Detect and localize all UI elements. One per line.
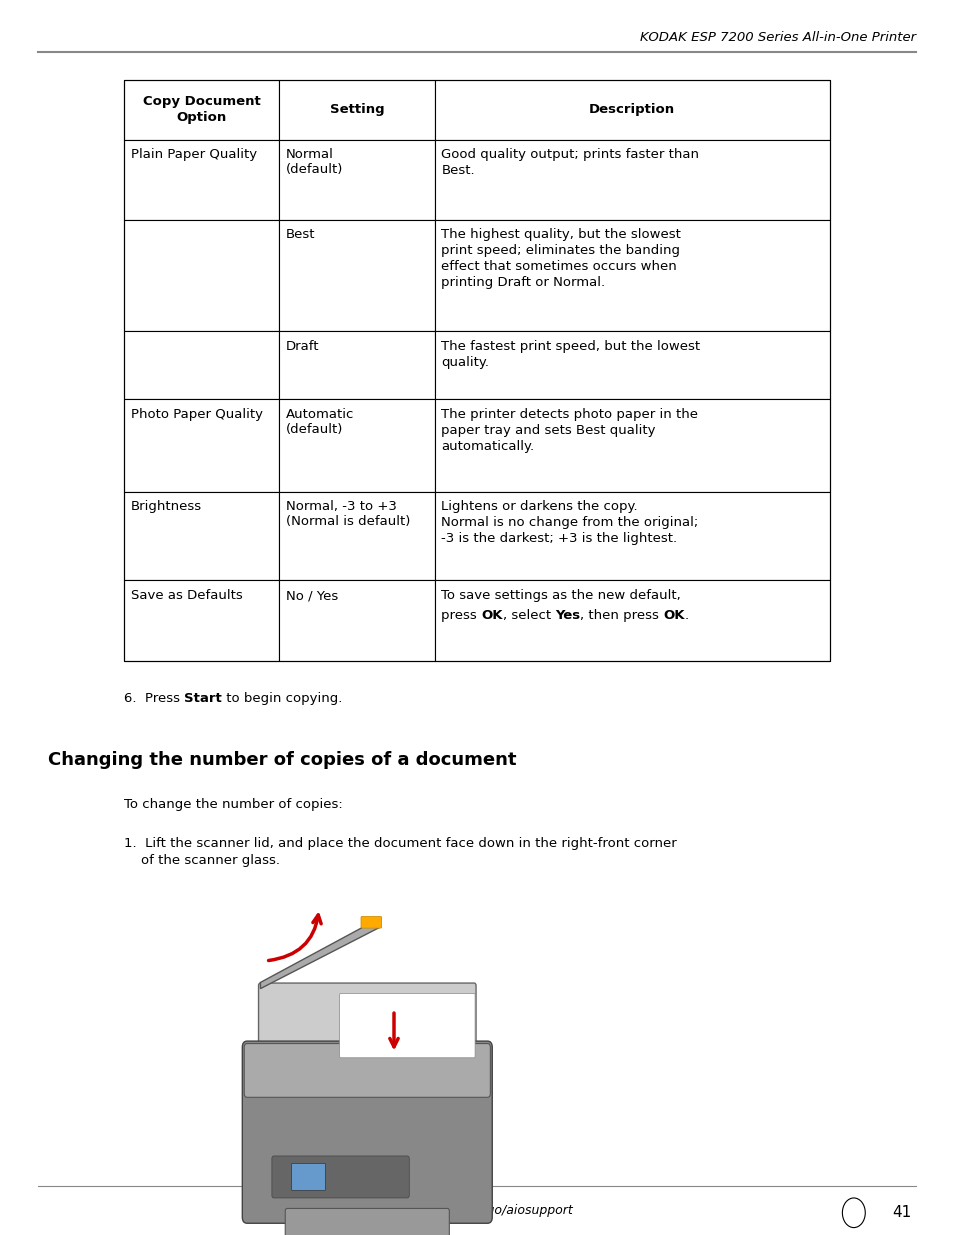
Text: .: . (684, 609, 688, 622)
Text: 41: 41 (891, 1205, 910, 1220)
Bar (435, 220, 829, 331)
Text: Plain Paper Quality: Plain Paper Quality (131, 148, 256, 162)
Text: No / Yes: No / Yes (286, 589, 338, 603)
Bar (279, 492, 435, 580)
Bar (435, 399, 829, 492)
Text: Changing the number of copies of a document: Changing the number of copies of a docum… (48, 751, 516, 769)
Text: To save settings as the new default,: To save settings as the new default, (441, 589, 680, 603)
Bar (435, 80, 829, 140)
FancyBboxPatch shape (244, 1044, 490, 1097)
Circle shape (841, 1198, 864, 1228)
Text: Good quality output; prints faster than
Best.: Good quality output; prints faster than … (441, 148, 699, 177)
Text: Best: Best (286, 228, 315, 242)
Bar (279, 580, 435, 661)
Bar (279, 140, 435, 220)
Text: Setting: Setting (330, 104, 384, 116)
Text: Automatic
(default): Automatic (default) (286, 408, 354, 436)
FancyBboxPatch shape (272, 1156, 409, 1198)
Text: Normal, -3 to +3
(Normal is default): Normal, -3 to +3 (Normal is default) (286, 500, 410, 529)
Bar (279, 80, 435, 140)
Bar (124, 140, 279, 220)
Text: Start: Start (184, 692, 222, 705)
Bar (124, 80, 829, 661)
Text: The printer detects photo paper in the
paper tray and sets Best quality
automati: The printer detects photo paper in the p… (441, 408, 698, 452)
Text: press: press (441, 609, 481, 622)
Text: Copy Document
Option: Copy Document Option (143, 95, 260, 125)
Text: Lightens or darkens the copy.
Normal is no change from the original;
-3 is the d: Lightens or darkens the copy. Normal is … (441, 500, 698, 545)
Text: www.kodak.com/go/aiosupport: www.kodak.com/go/aiosupport (380, 1204, 573, 1218)
Text: Draft: Draft (286, 340, 319, 353)
Bar (279, 331, 435, 399)
FancyArrowPatch shape (268, 915, 321, 961)
FancyBboxPatch shape (360, 916, 381, 927)
FancyBboxPatch shape (339, 993, 475, 1057)
Text: The highest quality, but the slowest
print speed; eliminates the banding
effect : The highest quality, but the slowest pri… (441, 228, 680, 289)
Text: Description: Description (589, 104, 675, 116)
Text: To change the number of copies:: To change the number of copies: (124, 798, 342, 811)
Bar (435, 140, 829, 220)
Text: OK: OK (662, 609, 684, 622)
Text: Normal
(default): Normal (default) (286, 148, 343, 177)
Bar (435, 580, 829, 661)
Text: EN: EN (847, 1208, 859, 1218)
FancyBboxPatch shape (258, 983, 476, 1065)
Bar (124, 580, 279, 661)
Text: Save as Defaults: Save as Defaults (131, 589, 242, 603)
Text: , select: , select (502, 609, 555, 622)
Text: OK: OK (481, 609, 502, 622)
Text: to begin copying.: to begin copying. (222, 692, 342, 705)
Bar (124, 492, 279, 580)
Bar (124, 220, 279, 331)
Text: The fastest print speed, but the lowest
quality.: The fastest print speed, but the lowest … (441, 340, 700, 368)
Text: Photo Paper Quality: Photo Paper Quality (131, 408, 262, 421)
Bar (435, 331, 829, 399)
Polygon shape (260, 918, 380, 988)
FancyBboxPatch shape (242, 1041, 492, 1223)
Bar (124, 80, 279, 140)
Text: , then press: , then press (579, 609, 662, 622)
Text: Brightness: Brightness (131, 500, 202, 514)
FancyArrowPatch shape (390, 1013, 397, 1047)
FancyBboxPatch shape (292, 1163, 325, 1191)
Text: 6.  Press: 6. Press (124, 692, 184, 705)
Bar (279, 399, 435, 492)
Bar (279, 220, 435, 331)
Text: 1.  Lift the scanner lid, and place the document face down in the right-front co: 1. Lift the scanner lid, and place the d… (124, 837, 676, 867)
Bar (435, 492, 829, 580)
Text: KODAK ESP 7200 Series All-in-One Printer: KODAK ESP 7200 Series All-in-One Printer (639, 31, 915, 44)
Bar (124, 331, 279, 399)
Bar (124, 399, 279, 492)
FancyBboxPatch shape (285, 1208, 449, 1235)
Text: Yes: Yes (555, 609, 579, 622)
